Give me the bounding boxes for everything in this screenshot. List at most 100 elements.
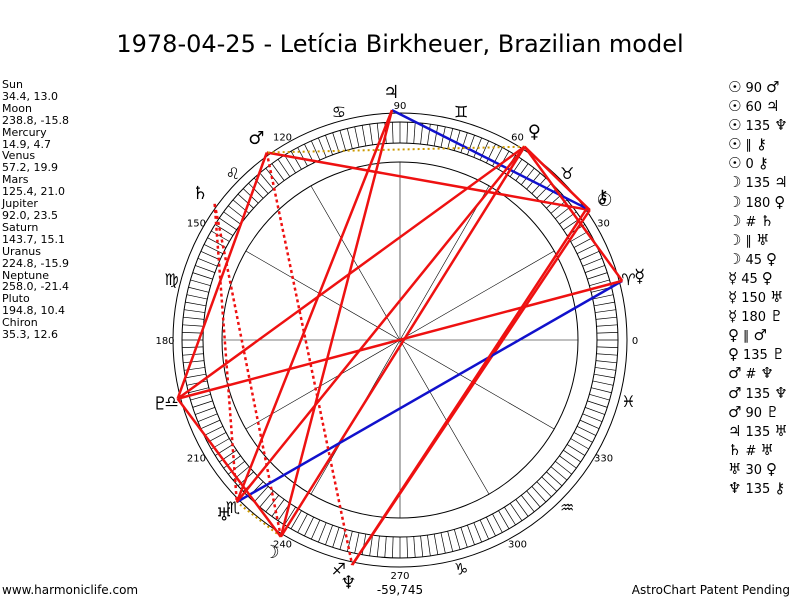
aspect-planet-1-icon: ☿	[728, 268, 738, 287]
degree-tick	[576, 244, 597, 254]
degree-tick	[550, 466, 568, 481]
degree-label: 0	[632, 336, 638, 347]
degree-tick	[318, 137, 327, 158]
aspect-line	[265, 152, 354, 566]
planet-name: Chiron	[2, 316, 38, 330]
aspect-planet-1-icon: ♂	[728, 402, 742, 421]
degree-tick	[392, 536, 394, 558]
aspect-angle: ∥	[745, 233, 752, 249]
degree-tick	[188, 387, 209, 394]
degree-label: 270	[390, 571, 409, 582]
degree-tick	[227, 205, 245, 219]
aspect-row: ☿ 45 ♀	[728, 269, 788, 288]
degree-tick	[593, 373, 615, 379]
degree-tick	[183, 360, 205, 364]
aspect-angle: 45	[741, 271, 758, 287]
aspect-angle: 90	[745, 81, 762, 96]
degree-tick	[186, 294, 208, 300]
aspect-planet-1-icon: ♃	[728, 421, 742, 440]
degree-tick	[595, 309, 616, 313]
planet-coords: 34.4, 13.0	[2, 89, 58, 103]
aspect-row: ☽ ∥ ♅	[728, 231, 788, 250]
degree-tick	[592, 294, 614, 300]
degree-tick	[486, 516, 496, 537]
degree-tick	[566, 444, 586, 456]
degree-tick	[200, 251, 221, 261]
aspect-planet-2-icon: ♃	[766, 97, 780, 116]
degree-tick	[325, 524, 333, 545]
aspect-planet-2-icon: ♂	[766, 78, 780, 96]
degree-tick	[185, 301, 207, 307]
aspect-angle: 30	[745, 462, 762, 478]
aspect-row: ♂ 135 ♆	[728, 384, 788, 403]
zodiac-sign-icon: ♓	[621, 392, 635, 411]
aspect-planet-1-icon: ☉	[728, 154, 742, 173]
aspect-row: ♂ 90 ♇	[728, 403, 788, 422]
planet-coords: 35.3, 12.6	[2, 328, 58, 342]
degree-tick	[582, 413, 603, 422]
aspect-planet-2-icon: ♂	[753, 326, 767, 345]
degree-tick	[515, 499, 529, 517]
aspect-line	[235, 109, 394, 503]
aspect-planet-2-icon: ♀	[774, 192, 786, 211]
planet-icon: ☉	[597, 190, 613, 211]
aspect-row: ☿ 180 ♇	[728, 307, 788, 326]
degree-tick	[182, 332, 204, 334]
degree-tick	[304, 516, 314, 537]
aspect-list: ☉ 90 ♂ ☉ 60 ♃ ☉ 135 ♆ ☉ ∥ ⚷ ☉ 0 ⚷ ☽ 135 ♃ ☽ 180 ♀ ☽ # ♄ ☽ ∥ ♅ ☽ 45 ♀ ☿…	[728, 78, 788, 498]
degree-tick	[219, 217, 237, 231]
degree-tick	[546, 471, 563, 487]
aspect-planet-2-icon: ♇	[766, 402, 780, 421]
chart-title: 1978-04-25 - Letícia Birkheuer, Brazilia…	[116, 30, 684, 58]
degree-tick	[427, 535, 431, 556]
degree-tick	[453, 529, 461, 550]
planet-name: Sun	[2, 78, 23, 91]
aspect-line	[213, 203, 239, 503]
aspect-planet-1-icon: ♄	[728, 440, 742, 459]
aspect-planet-1-icon: ♂	[728, 364, 742, 383]
aspect-planet-2-icon: ♆	[774, 116, 788, 135]
degree-tick	[453, 130, 461, 151]
zodiac-sign-icon: ♊	[454, 103, 468, 122]
aspect-planet-1-icon: ☽	[728, 249, 742, 268]
aspect-planet-2-icon: ♆	[760, 364, 774, 383]
aspect-planet-2-icon: ♅	[755, 230, 770, 249]
degree-tick	[559, 455, 577, 469]
aspect-row: ☉ 60 ♃	[728, 97, 788, 116]
planet-icon: ☽	[263, 542, 279, 563]
aspect-planet-1-icon: ☽	[728, 211, 742, 230]
degree-tick	[592, 380, 614, 386]
degree-tick	[413, 536, 416, 558]
degree-tick	[203, 244, 224, 254]
degree-tick	[384, 536, 387, 558]
degree-tick	[433, 125, 439, 147]
degree-tick	[223, 211, 241, 225]
website-link[interactable]: www.harmoniclife.com	[2, 583, 139, 597]
degree-tick	[332, 527, 340, 548]
degree-tick	[339, 130, 347, 151]
aspect-angle: ∥	[743, 329, 750, 345]
degree-tick	[190, 393, 211, 401]
degree-tick	[420, 535, 424, 557]
aspect-row: ☉ 90 ♂	[728, 78, 788, 97]
aspect-planet-2-icon: ♇	[771, 345, 786, 364]
aspect-angle: 135	[743, 348, 768, 364]
aspect-planet-2-icon: ♀	[766, 459, 777, 478]
degree-tick	[447, 531, 454, 552]
degree-tick	[541, 476, 558, 492]
degree-tick	[354, 126, 360, 148]
degree-tick	[311, 519, 321, 540]
planet-icon: ♆	[340, 573, 356, 594]
degree-tick	[521, 495, 535, 513]
planet-icon: ♇	[152, 393, 168, 414]
degree-label: 300	[508, 540, 527, 551]
aspect-planet-1-icon: ☉	[728, 116, 742, 135]
degree-tick	[195, 265, 216, 273]
degree-tick	[259, 172, 274, 190]
planet-coords: 224.8, -15.9	[2, 256, 69, 270]
aspect-angle: 135	[745, 176, 771, 192]
degree-tick	[593, 301, 615, 307]
degree-tick	[297, 513, 308, 533]
zodiac-sign-icon: ♑	[454, 559, 468, 578]
